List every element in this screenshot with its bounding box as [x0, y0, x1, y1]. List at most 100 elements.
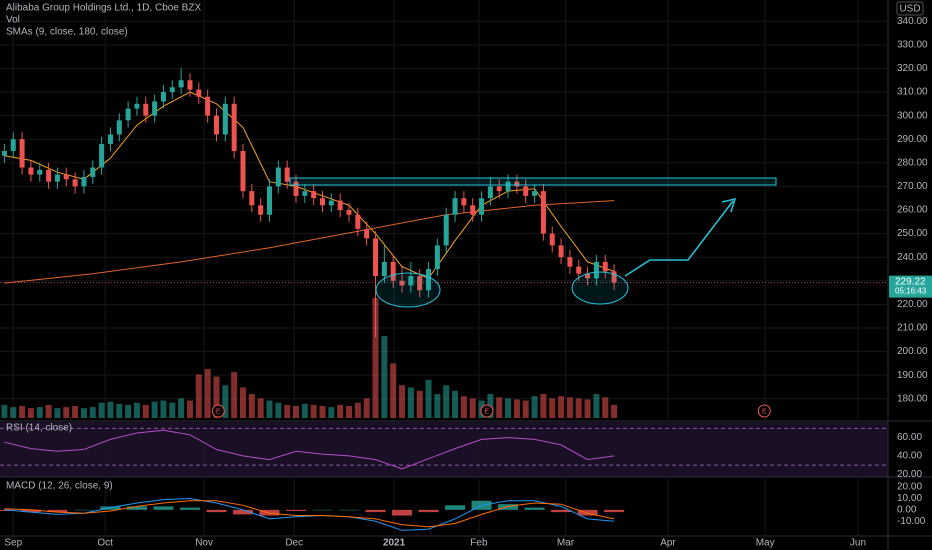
candle-body: [355, 214, 361, 229]
candle-body: [240, 151, 246, 192]
candle-body: [72, 179, 78, 187]
candle-body: [576, 266, 582, 274]
candle-body: [611, 271, 617, 283]
volume-bar: [80, 408, 87, 418]
volume-bar: [434, 394, 441, 418]
volume-bar: [169, 402, 176, 418]
volume-bar: [593, 394, 600, 418]
candle-body: [346, 210, 352, 215]
y-tick-label: 20.00: [897, 469, 922, 480]
earnings-marker: [480, 404, 494, 418]
volume-bar: [443, 385, 450, 418]
candle-body: [37, 169, 43, 175]
volume-bar: [558, 396, 565, 418]
volume-bar: [133, 402, 140, 418]
candle-body: [284, 167, 290, 182]
x-tick-label: Dec: [285, 538, 303, 549]
last-price-label: 229.22: [895, 276, 926, 287]
macd-histogram: [524, 507, 545, 510]
volume-bar: [266, 400, 273, 418]
volume-bar: [505, 398, 512, 418]
volume-bar: [248, 394, 255, 418]
sma-line: [4, 91, 615, 280]
candle-body: [19, 139, 25, 168]
candle-body: [116, 120, 122, 135]
volume-bar: [346, 406, 353, 418]
volume-bar: [531, 396, 538, 418]
candle-body: [1, 151, 7, 156]
currency[interactable]: USD: [899, 4, 920, 15]
y-tick-label: 300.00: [897, 110, 928, 121]
volume-bar: [151, 401, 158, 418]
currency-box[interactable]: [896, 1, 924, 16]
candles: [1, 68, 617, 338]
volume-bar: [160, 400, 167, 418]
macd-histogram: [100, 506, 121, 510]
macd-histogram: [392, 509, 413, 516]
candle-body: [602, 261, 608, 272]
x-tick-label: Apr: [660, 538, 676, 549]
macd-histogram: [206, 509, 227, 513]
countdown: 05:16:43: [895, 287, 927, 296]
macd-histogram: [47, 509, 68, 513]
resistance-box: [289, 177, 777, 186]
macd-histogram: [339, 509, 360, 511]
axes: Sep Oct Nov Dec 2021 Feb Mar Apr May Jun 180.00 190…: [4, 16, 932, 549]
volume-bar: [310, 404, 317, 418]
earnings-label: E: [485, 408, 490, 415]
sma-label: SMAs (9, close, 180, close): [6, 27, 128, 38]
macd-histogram: [365, 509, 386, 513]
y-tick-label: -10.00: [897, 516, 926, 527]
volume-bar: [186, 400, 193, 418]
y-tick-label: 280.00: [897, 157, 928, 168]
volume-bar: [45, 404, 52, 418]
volume-bar: [1, 404, 8, 418]
candle-body: [364, 228, 370, 239]
candle-body: [178, 80, 184, 88]
candle-body: [452, 198, 458, 215]
candle-body: [487, 186, 493, 199]
y-tick-label: 290.00: [897, 134, 928, 145]
volume-bar: [27, 408, 34, 418]
candle-body: [470, 205, 476, 215]
rsi-label: RSI (14, close): [6, 423, 72, 434]
volume-bar: [63, 407, 70, 418]
candle-body: [90, 167, 96, 177]
candle-body: [249, 191, 255, 206]
candle-body: [231, 103, 237, 152]
volume-bar: [407, 387, 414, 418]
x-tick-label: Oct: [97, 538, 113, 549]
volume-bar: [239, 387, 246, 418]
volume-bar: [98, 402, 105, 418]
macd-histogram: [232, 509, 253, 515]
volume-bar: [257, 398, 264, 418]
volume-bar: [116, 403, 123, 418]
projection-arrow: [624, 200, 734, 277]
y-tick-label: 210.00: [897, 323, 928, 334]
candle-body: [479, 198, 485, 215]
x-tick-label: Feb: [470, 538, 488, 549]
earnings-label: E: [216, 408, 221, 415]
y-tick-label: 270.00: [897, 181, 928, 192]
candle-body: [567, 257, 573, 267]
candle-body: [125, 108, 131, 121]
candle-body: [540, 191, 546, 234]
earnings-label: E: [762, 408, 767, 415]
earnings-marker: [211, 404, 225, 418]
macd-histogram: [20, 509, 41, 513]
volume-bar: [496, 397, 503, 418]
volume-bar: [301, 403, 308, 418]
candle-body: [381, 261, 387, 277]
macd-histogram: [286, 509, 306, 511]
volume-bar: [319, 406, 326, 418]
volume-bar: [89, 407, 96, 418]
candle-body: [390, 261, 396, 281]
candle-body: [169, 87, 175, 93]
candle-body: [514, 181, 520, 187]
y-tick-label: 330.00: [897, 39, 928, 50]
y-tick-label: 10.00: [897, 493, 922, 504]
volume-bar: [195, 374, 202, 418]
volume-bar: [125, 404, 132, 418]
macd-histogram: [312, 509, 333, 511]
